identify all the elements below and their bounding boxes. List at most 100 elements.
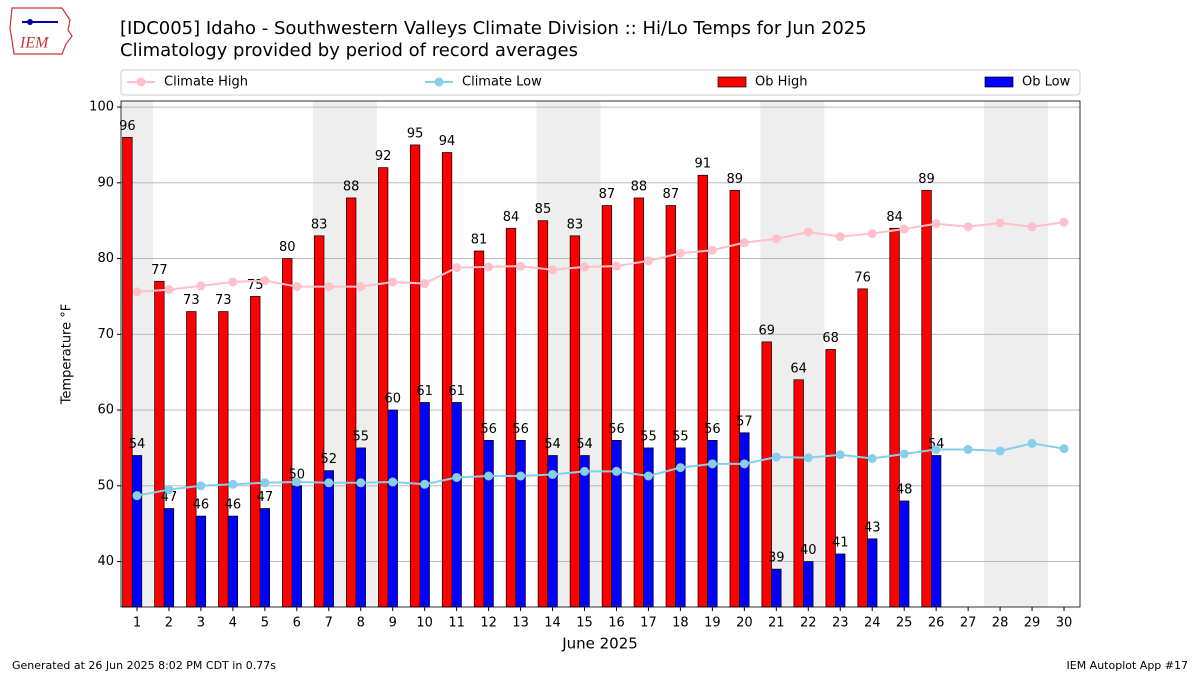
value-label: 61: [416, 384, 433, 399]
point: [803, 227, 813, 237]
point: [1027, 438, 1037, 448]
bar: [250, 296, 261, 608]
point: [228, 277, 238, 287]
value-label: 84: [503, 210, 520, 225]
bar: [803, 561, 814, 608]
x-tick-label: 15: [576, 616, 593, 631]
value-label: 87: [599, 187, 616, 202]
legend-swatch: [984, 76, 1014, 88]
value-label: 54: [544, 437, 561, 452]
legend-label: Ob High: [755, 75, 808, 90]
x-tick-label: 21: [768, 616, 785, 631]
plot-frame: [120, 100, 1081, 608]
bar: [771, 568, 782, 608]
point: [1059, 217, 1069, 227]
x-tick-label: 14: [544, 616, 561, 631]
point: [899, 224, 909, 234]
point: [611, 261, 621, 271]
x-tick-label: 27: [960, 616, 977, 631]
bar: [451, 402, 462, 608]
x-tick-label: 12: [480, 616, 497, 631]
point: [771, 234, 781, 244]
x-tick-label: 10: [416, 616, 433, 631]
logo-dot: [27, 19, 33, 25]
value-label: 94: [439, 134, 456, 149]
legend-label: Climate High: [164, 75, 248, 90]
bar: [131, 455, 143, 608]
footer-right: IEM Autoplot App #17: [1067, 659, 1189, 672]
line: [136, 221, 1065, 293]
point: [132, 491, 142, 501]
bar: [441, 152, 453, 608]
point: [164, 285, 174, 295]
value-label: 46: [193, 498, 210, 513]
point: [675, 463, 685, 473]
point: [356, 282, 366, 292]
x-tick-label: 23: [832, 616, 849, 631]
x-tick-label: 4: [229, 616, 237, 631]
value-label: 64: [790, 361, 807, 376]
bar: [889, 227, 900, 608]
value-label: 55: [640, 429, 657, 444]
point: [420, 279, 430, 289]
point: [707, 245, 717, 255]
bar: [218, 311, 229, 608]
x-tick-label: 1: [133, 616, 141, 631]
point: [548, 265, 558, 275]
y-tick-label: 100: [89, 100, 114, 115]
value-label: 52: [321, 452, 338, 467]
point: [548, 469, 558, 479]
x-tick-label: 8: [357, 616, 365, 631]
x-tick-label: 2: [165, 616, 173, 631]
point: [420, 479, 430, 489]
point: [995, 446, 1005, 456]
x-tick-label: 25: [896, 616, 913, 631]
bar: [867, 538, 878, 608]
logo-outline: [9, 7, 73, 55]
point: [931, 444, 941, 454]
value-label: 76: [854, 270, 871, 285]
point: [580, 262, 590, 272]
point: [899, 449, 909, 459]
y-tick-label: 70: [97, 327, 114, 342]
y-axis-label: Temperature °F: [60, 304, 75, 405]
x-tick-label: 28: [992, 616, 1009, 631]
point: [356, 478, 366, 488]
x-tick-label: 24: [864, 616, 881, 631]
bar: [739, 432, 750, 608]
value-label: 57: [736, 414, 753, 429]
value-label: 89: [726, 172, 743, 187]
value-label: 61: [448, 384, 465, 399]
chart-title: [IDC005] Idaho - Southwestern Valleys Cl…: [120, 18, 867, 39]
y-tick-label: 50: [97, 478, 114, 493]
x-tick-label: 11: [448, 616, 465, 631]
point: [835, 450, 845, 460]
point: [164, 485, 174, 495]
bar: [931, 455, 942, 608]
x-tick-label: 19: [704, 616, 721, 631]
point: [867, 454, 877, 464]
point: [963, 444, 973, 454]
value-label: 56: [704, 422, 721, 437]
x-tick-label: 22: [800, 616, 817, 631]
point: [739, 459, 749, 469]
value-label: 85: [535, 202, 552, 217]
point: [516, 471, 526, 481]
value-label: 46: [225, 498, 242, 513]
bar: [409, 144, 421, 608]
bar: [537, 220, 549, 608]
point: [516, 261, 526, 271]
value-label: 91: [695, 157, 712, 172]
bar: [899, 500, 910, 608]
value-label: 56: [480, 422, 497, 437]
point: [324, 282, 334, 292]
value-label: 73: [215, 293, 232, 308]
value-label: 84: [886, 210, 903, 225]
value-label: 41: [832, 535, 849, 550]
bar: [857, 288, 868, 608]
point: [707, 459, 717, 469]
point: [771, 452, 781, 462]
value-label: 89: [918, 172, 935, 187]
bar: [505, 227, 517, 608]
